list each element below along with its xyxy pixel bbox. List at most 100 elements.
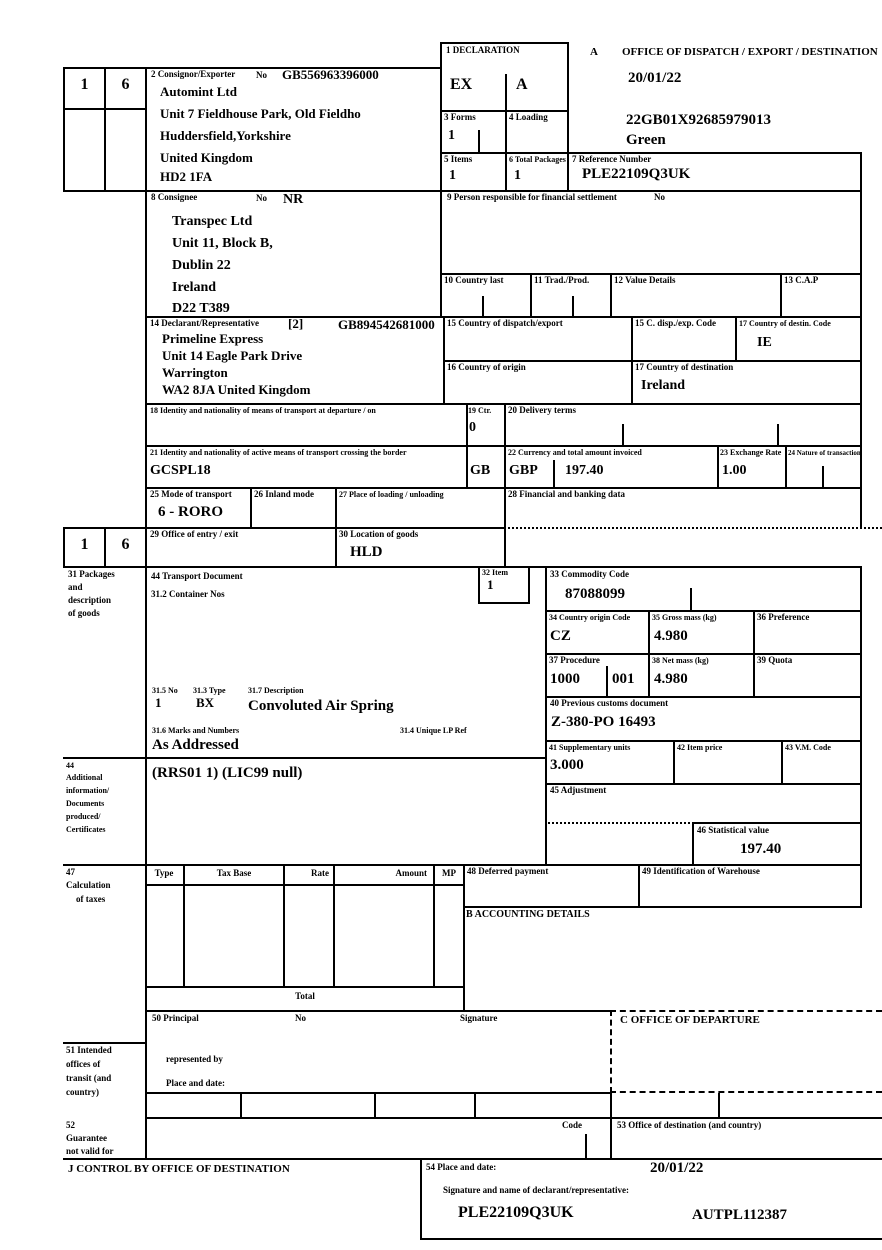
grid-line	[104, 527, 106, 568]
box-50-no-label: No	[295, 1013, 306, 1023]
box-25-value: 6 - RORO	[158, 504, 223, 520]
box-10-label: 10 Country last	[444, 275, 504, 285]
tax-total-label: Total	[295, 991, 315, 1001]
grid-line	[572, 296, 574, 316]
copy-number: 1	[80, 76, 89, 93]
grid-line	[690, 588, 692, 610]
box-2-addr2: Huddersfield,Yorkshire	[160, 128, 291, 143]
box-40-value: Z-380-PO 16493	[551, 714, 656, 730]
box-27-label: 27 Place of loading / unloading	[339, 490, 444, 499]
box-8-addr2: Dublin 22	[172, 258, 231, 273]
box-13-label: 13 C.A.P	[784, 275, 819, 285]
box-17a-value: IE	[757, 335, 772, 350]
box-1-label: 1 DECLARATION	[446, 45, 520, 55]
box-9-label: 9 Person responsible for financial settl…	[447, 192, 617, 202]
grid-line	[63, 1042, 147, 1044]
box-14-eori: GB894542681000	[338, 317, 435, 332]
copy-number: 6	[121, 76, 130, 93]
box-32-value: 1	[487, 577, 494, 592]
box-37-value1: 1000	[550, 671, 580, 687]
box-54-date: 20/01/22	[650, 1160, 704, 1176]
box-52-caption: not valid for	[66, 1146, 114, 1156]
box-51-caption: transit (and	[66, 1073, 112, 1083]
box-30-value: HLD	[350, 544, 383, 560]
box-38-label: 38 Net mass (kg)	[652, 656, 709, 665]
box-19-value: 0	[469, 420, 476, 435]
box-2-addr4: HD2 1FA	[160, 169, 213, 184]
box-52-caption: 52	[66, 1120, 75, 1130]
box-43-label: 43 V.M. Code	[785, 743, 831, 752]
grid-line	[466, 445, 468, 489]
box-8-consignee	[145, 190, 442, 318]
box-47-caption: of taxes	[76, 894, 106, 904]
section-j-title: J CONTROL BY OFFICE OF DESTINATION	[68, 1163, 290, 1175]
box-24-label: 24 Nature of transaction	[788, 449, 861, 457]
grid-line	[374, 1092, 376, 1119]
box-37-label: 37 Procedure	[549, 655, 600, 665]
box-9-no-label: No	[654, 192, 665, 202]
box-14-label: 14 Declarant/Representative	[150, 318, 260, 328]
box-6-value: 1	[514, 168, 521, 183]
box-14-code: [2]	[288, 316, 304, 331]
box-44-caption: information/	[66, 786, 110, 795]
box-44-value: (RRS01 1) (LIC99 null)	[152, 765, 303, 781]
dashed-divider	[610, 1010, 882, 1012]
grid-line	[333, 864, 335, 988]
box-31-caption: 31 Packages	[68, 569, 115, 579]
box-44-caption: produced/	[66, 812, 101, 821]
box-17-value: Ireland	[641, 378, 686, 393]
box-31-7-value: Convoluted Air Spring	[248, 698, 394, 714]
box-33-label: 33 Commodity Code	[550, 569, 629, 579]
box-32-item	[478, 566, 530, 604]
box-46-label: 46 Statistical value	[697, 825, 769, 835]
box-28-label: 28 Financial and banking data	[508, 489, 626, 499]
box-31-4-label: 31.4 Unique LP Ref	[400, 726, 467, 735]
box-17-label: 17 Country of destination	[635, 362, 734, 372]
grid-line	[240, 1092, 242, 1119]
box-50-label: 50 Principal	[152, 1013, 199, 1023]
grid-line	[145, 884, 465, 886]
box-47-tax-table	[145, 864, 465, 1012]
box-44-transport-doc-label: 44 Transport Document	[151, 571, 243, 581]
grid-line	[822, 466, 824, 487]
box-41-label: 41 Supplementary units	[549, 743, 631, 752]
box-2-no-label: No	[256, 70, 267, 80]
box-23-value: 1.00	[722, 463, 747, 478]
grid-line	[420, 1238, 882, 1240]
tax-header-amount: Amount	[395, 868, 427, 878]
box-5-label: 5 Items	[444, 154, 473, 164]
grid-line	[433, 864, 435, 988]
box-34-value: CZ	[550, 628, 571, 644]
box-46-value: 197.40	[740, 841, 782, 857]
box-30-label: 30 Location of goods	[339, 529, 419, 539]
grid-line	[777, 424, 779, 445]
box-8-addr4: D22 T389	[172, 301, 230, 316]
box-48-label: 48 Deferred payment	[467, 866, 549, 876]
box-33-value: 87088099	[565, 586, 625, 602]
box-50-signature-label: Signature	[460, 1013, 498, 1023]
box-52-caption: Guarantee	[66, 1133, 107, 1143]
box-47-caption: 47	[66, 867, 75, 877]
box-47-caption: Calculation	[66, 880, 111, 890]
box-31-caption: of goods	[68, 608, 100, 618]
box-18-label: 18 Identity and nationality of means of …	[150, 406, 376, 415]
dotted-divider	[545, 822, 694, 824]
box-44-caption: Certificates	[66, 825, 106, 834]
box-15-label: 15 Country of dispatch/export	[447, 318, 563, 328]
tax-header-mp: MP	[442, 868, 456, 878]
box-7-value: PLE22109Q3UK	[582, 166, 691, 182]
box-2-eori: GB556963396000	[282, 67, 379, 82]
box-3-label: 3 Forms	[444, 112, 476, 122]
box-23-label: 23 Exchange Rate	[720, 448, 782, 457]
box-35-value: 4.980	[654, 628, 688, 644]
box-54-authorisation: AUTPL112387	[692, 1207, 788, 1223]
box-54-label: 54 Place and date:	[426, 1162, 497, 1172]
box-14-addr3: WA2 8JA United Kingdom	[162, 382, 311, 397]
box-39-label: 39 Quota	[757, 655, 793, 665]
box-36-label: 36 Preference	[757, 612, 810, 622]
grid-line	[183, 864, 185, 988]
box-31-caption: and	[68, 582, 83, 592]
grid-line	[585, 1134, 587, 1158]
box-4-label: 4 Loading	[509, 112, 548, 122]
